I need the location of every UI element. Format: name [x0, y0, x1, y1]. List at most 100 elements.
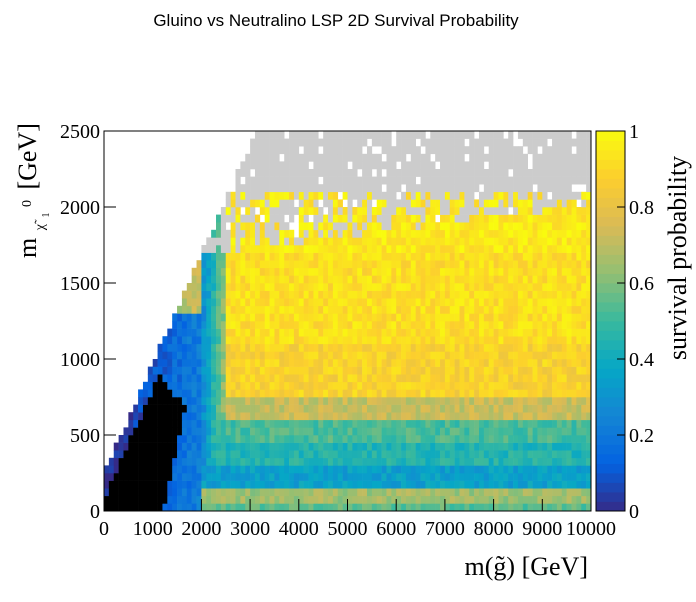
heatmap-cell — [435, 495, 441, 504]
heatmap-cell — [527, 359, 533, 367]
heatmap-cell — [381, 495, 387, 504]
heatmap-cell — [513, 495, 519, 504]
heatmap-cell — [225, 389, 231, 398]
heatmap-cell — [464, 191, 470, 200]
heatmap-cell — [279, 404, 285, 413]
colorbar-segment — [596, 330, 625, 341]
heatmap-cell — [274, 480, 280, 489]
heatmap-cell — [449, 245, 455, 253]
heatmap-cell — [488, 298, 494, 307]
heatmap-cell — [552, 237, 558, 246]
heatmap-cell — [527, 176, 533, 185]
heatmap-cell — [264, 374, 270, 383]
heatmap-cell — [264, 207, 270, 215]
heatmap-cell — [440, 229, 446, 238]
heatmap-cell — [517, 397, 524, 405]
heatmap-cell — [566, 184, 572, 193]
heatmap-cell — [498, 131, 504, 139]
heatmap-cell — [337, 412, 343, 421]
x-tick-label: 0 — [99, 518, 109, 540]
heatmap-cell — [177, 389, 183, 398]
heatmap-cell — [381, 138, 387, 147]
heatmap-cell — [478, 343, 485, 352]
heatmap-cell — [230, 275, 236, 284]
heatmap-cell — [469, 359, 475, 367]
heatmap-cell — [459, 442, 465, 451]
heatmap-cell — [357, 222, 363, 231]
heatmap-cell — [357, 450, 363, 459]
heatmap-cell — [396, 298, 402, 307]
svg-text:m χ̃ 1 0: m χ̃ 1 0 [GeV] — [8, 123, 55, 258]
heatmap-cell — [444, 313, 451, 322]
heatmap-cell — [571, 290, 577, 299]
heatmap-cell — [420, 336, 426, 345]
heatmap-cell — [230, 442, 236, 451]
heatmap-cell — [464, 222, 470, 231]
heatmap-cell — [289, 199, 295, 208]
heatmap-cell — [118, 473, 124, 481]
heatmap-cell — [191, 351, 197, 360]
heatmap-cell — [332, 480, 339, 489]
heatmap-cell — [449, 465, 455, 474]
heatmap-cell — [586, 176, 592, 185]
heatmap-cell — [279, 298, 285, 307]
heatmap-cell — [532, 321, 538, 329]
heatmap-cell — [142, 495, 149, 504]
heatmap-cell — [318, 457, 324, 466]
heatmap-cell — [430, 275, 436, 284]
heatmap-cell — [527, 381, 533, 390]
heatmap-cell — [328, 252, 334, 261]
heatmap-cell — [206, 457, 212, 466]
heatmap-cell — [259, 328, 266, 337]
heatmap-cell — [415, 465, 421, 474]
heatmap-cell — [527, 465, 533, 474]
heatmap-cell — [357, 427, 363, 436]
heatmap-cell — [235, 191, 241, 200]
heatmap-cell — [347, 495, 353, 504]
heatmap-cell — [566, 404, 572, 413]
y-tick-label: 2500 — [60, 121, 100, 143]
heatmap-cell — [211, 457, 217, 466]
heatmap-cell — [444, 267, 451, 276]
heatmap-cell — [269, 503, 275, 512]
x-tick-label: 6000 — [376, 518, 416, 540]
heatmap-cell — [225, 488, 231, 497]
heatmap-cell — [449, 343, 455, 352]
heatmap-cell — [405, 161, 412, 170]
heatmap-cell — [430, 222, 436, 231]
heatmap-cell — [503, 184, 509, 193]
heatmap-cell — [362, 245, 368, 253]
heatmap-cell — [527, 495, 533, 504]
heatmap-cell — [415, 313, 421, 322]
heatmap-cell — [391, 359, 397, 367]
heatmap-cell — [220, 480, 227, 489]
heatmap-cell — [556, 442, 563, 451]
heatmap-cell — [420, 343, 426, 352]
heatmap-cell — [206, 397, 212, 405]
heatmap-cell — [357, 457, 363, 466]
heatmap-cell — [425, 184, 431, 193]
heatmap-cell — [323, 465, 329, 474]
heatmap-cell — [293, 161, 300, 170]
heatmap-cell — [298, 328, 304, 337]
heatmap-cell — [303, 336, 309, 345]
heatmap-cell — [474, 343, 480, 352]
heatmap-cell — [357, 184, 363, 193]
heatmap-cell — [449, 169, 455, 177]
heatmap-cell — [552, 283, 558, 291]
colorbar-segment — [596, 264, 625, 274]
heatmap-cell — [235, 480, 241, 489]
heatmap-cell — [337, 138, 343, 147]
heatmap-cell — [269, 267, 275, 276]
heatmap-cell — [420, 184, 426, 193]
heatmap-cell — [542, 176, 548, 185]
heatmap-cell — [157, 457, 163, 466]
heatmap-cell — [410, 237, 416, 246]
heatmap-cell — [542, 260, 548, 269]
heatmap-cell — [444, 222, 451, 231]
heatmap-cell — [571, 442, 577, 451]
heatmap-cell — [352, 153, 358, 162]
heatmap-cell — [318, 214, 324, 223]
heatmap-cell — [274, 351, 280, 360]
heatmap-cell — [478, 412, 485, 421]
